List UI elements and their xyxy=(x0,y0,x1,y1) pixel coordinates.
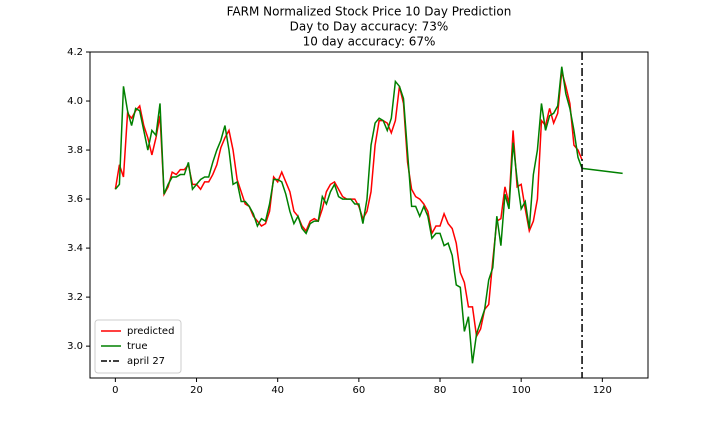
x-tick-label: 0 xyxy=(112,385,118,396)
y-tick-label: 3.8 xyxy=(67,145,83,156)
legend-label: april 27 xyxy=(127,356,165,367)
chart-subtitle: Day to Day accuracy: 73% xyxy=(290,20,449,34)
x-tick-label: 20 xyxy=(190,385,203,396)
x-tick-label: 40 xyxy=(271,385,284,396)
y-tick-label: 4.0 xyxy=(67,96,83,107)
y-tick-label: 3.4 xyxy=(67,243,83,254)
y-tick-label: 3.2 xyxy=(67,292,83,303)
x-tick-label: 60 xyxy=(352,385,365,396)
data-line xyxy=(114,71,583,339)
plot-frame xyxy=(89,51,649,379)
legend-box xyxy=(94,319,182,374)
data-line xyxy=(114,66,623,364)
legend-label: predicted xyxy=(127,326,174,337)
legend-label: true xyxy=(127,341,148,352)
y-tick-label: 4.2 xyxy=(67,47,83,58)
x-tick-label: 120 xyxy=(593,385,612,396)
chart-title: FARM Normalized Stock Price 10 Day Predi… xyxy=(227,5,512,19)
y-tick-label: 3.0 xyxy=(67,341,83,352)
y-tick-label: 3.6 xyxy=(67,194,83,205)
chart-subtitle: 10 day accuracy: 67% xyxy=(303,35,436,49)
x-tick-label: 100 xyxy=(512,385,531,396)
x-tick-label: 80 xyxy=(434,385,447,396)
